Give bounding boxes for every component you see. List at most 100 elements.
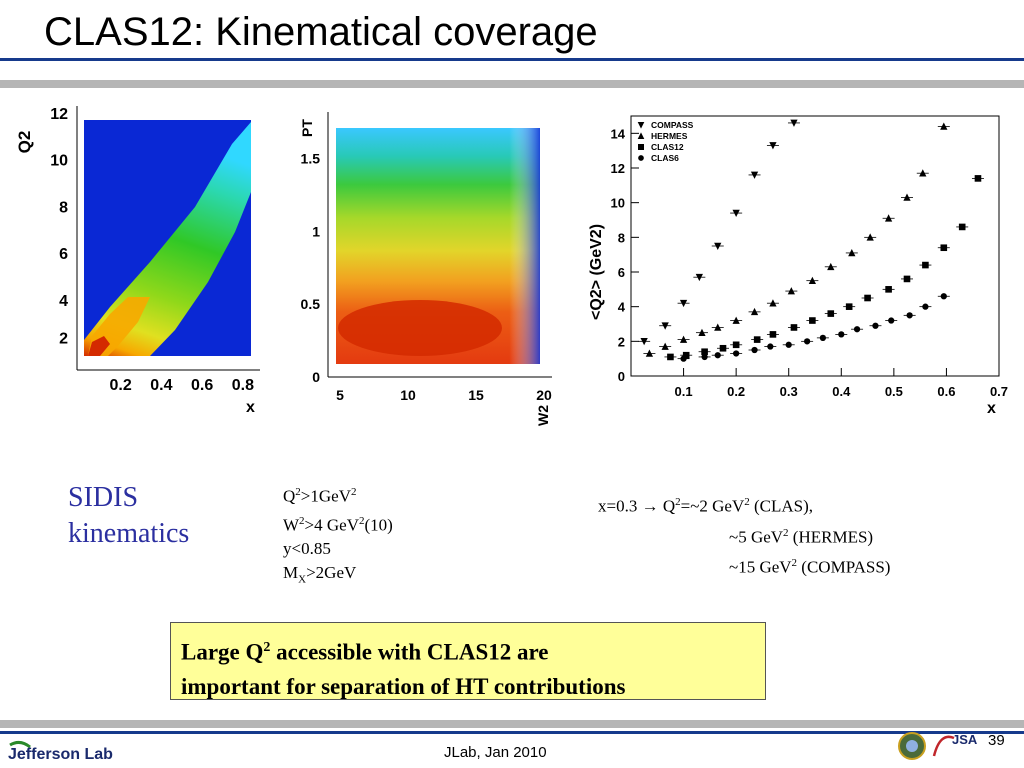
point-clas12 [769,331,777,338]
point-hermes [919,169,927,177]
plot-area-1 [84,120,251,356]
point-clas12 [753,336,761,343]
chart-pt-vs-w2: 0 0.5 1 1.5 5 10 15 20 PT W2 [299,112,552,426]
chart-mean-q2-vs-x: 0 2 4 6 8 10 12 14 0.1 0.2 0.3 0.4 0.5 0.6 0.7 COMPAS… [588,115,1008,417]
page-title: CLAS12: Kinematical coverage [44,10,598,54]
y-tick-label: 2 [59,331,68,348]
point-compass [640,338,648,346]
y-tick-labels-1: 2 4 6 8 10 12 [50,106,68,348]
chart-q2-vs-x: 2 4 6 8 10 12 0.2 0.4 0.6 0.8 Q2 x [15,106,260,416]
y-tick-label: 0 [618,369,625,384]
y-tick-label: 10 [611,196,625,211]
plot-frame-3 [630,115,1000,377]
point-clas6 [701,353,708,361]
axis-frame-2 [327,112,552,378]
point-clas12 [827,310,835,317]
point-clas12 [790,324,798,331]
highlight-line-1: Large Q2 accessible with CLAS12 are [181,631,755,670]
cut-mx-val: >2GeV [306,563,357,583]
point-hermes [732,316,740,324]
x-tick-label: 10 [400,387,416,403]
y-axis-label-1: Q2 [15,131,34,154]
x-tick-label: 0.6 [937,384,955,399]
point-clas12 [922,261,929,269]
partner-logos: JSA [898,732,978,760]
point-clas6 [922,303,929,310]
point-clas12 [940,244,948,252]
point-clas6 [888,317,895,324]
point-hermes [750,307,759,316]
point-clas6 [940,293,947,300]
sidis-line-1: SIDIS [68,482,139,513]
q2-note-l1a: x=0.3 → Q [598,496,676,516]
point-clas12 [732,341,740,349]
point-compass [714,242,722,250]
cut-q2: Q2>1GeV2 [283,480,393,509]
y-tick-label: 1 [312,223,320,239]
x-tick-label: 0.3 [780,384,798,399]
point-hermes [769,299,777,307]
heatmap-peak [338,300,502,356]
legend-marker-compass [637,122,645,129]
point-compass [695,273,703,282]
legend-label-clas6: CLAS6 [651,153,679,163]
point-hermes [787,287,795,295]
doe-seal-center-icon [906,740,918,752]
legend-marker-clas12 [638,144,644,150]
cut-y: y<0.85 [283,539,331,559]
x-tick-label: 0.4 [832,384,851,399]
y-tick-label: 4 [59,293,68,310]
y-tick-label: 0 [312,369,320,385]
point-compass [790,119,798,127]
y-tick-label: 12 [50,106,68,123]
y-tick-label: 6 [618,265,625,280]
point-clas12 [809,317,816,324]
legend-label-clas12: CLAS12 [651,142,684,152]
point-clas6 [906,312,913,319]
y-axis-label-3: <Q2> (GeV2) [588,224,605,320]
point-hermes [808,276,817,284]
cut-q2-unit-sup: 2 [350,486,357,498]
point-compass [732,209,740,218]
y-tick-label: 4 [618,300,626,315]
coverage-peak [88,336,110,356]
x-axis-label-3: x [987,400,996,417]
jsa-swoosh-icon [932,735,955,757]
q2-note-l1-sup: 2 [675,496,681,508]
point-compass [679,299,688,308]
plot-area-2 [336,128,540,364]
y-tick-label: 12 [611,161,625,176]
legend-marker-hermes [637,132,645,139]
point-compass [769,142,777,150]
y-tick-label: 14 [611,126,626,141]
cut-q2-sup: 2 [295,486,301,498]
q2-note-l1c: (CLAS), [749,496,814,516]
kinematic-cuts: Q2>1GeV2 W2>4 GeV2(10) y<0.85 MX>2GeV [283,480,393,592]
y-tick-label: 1.5 [301,150,321,166]
legend-label-hermes: HERMES [651,131,688,141]
highlight-l1-sup: 2 [263,640,271,655]
x-tick-label: 20 [536,387,552,403]
point-hermes [884,214,893,222]
point-clas6 [751,346,758,354]
legend-label-compass: COMPASS [651,120,694,130]
axis-ticks-3 [631,132,1000,377]
y-tick-label: 8 [618,230,625,245]
y-tick-label: 2 [618,334,625,349]
point-hermes [903,193,911,201]
x-tick-label: 0.7 [990,384,1008,399]
point-clas6 [838,331,845,338]
q2-note-l3b: (COMPASS) [797,557,891,577]
q2-note-l2-sup: 2 [783,526,789,539]
q2-note-l2b: (HERMES) [788,527,874,547]
point-hermes [679,335,688,343]
legend-marker-clas6 [638,155,644,161]
sidis-line-2: kinematics [68,518,190,549]
point-clas12 [974,175,982,182]
y-axis-label-2: PT [299,119,315,137]
x-tick-labels-1: 0.2 0.4 0.6 0.8 [110,377,255,394]
highlight-l1b: accessible with CLAS12 are [270,639,549,665]
y-tick-label: 10 [50,153,68,170]
point-clas6 [680,355,687,362]
